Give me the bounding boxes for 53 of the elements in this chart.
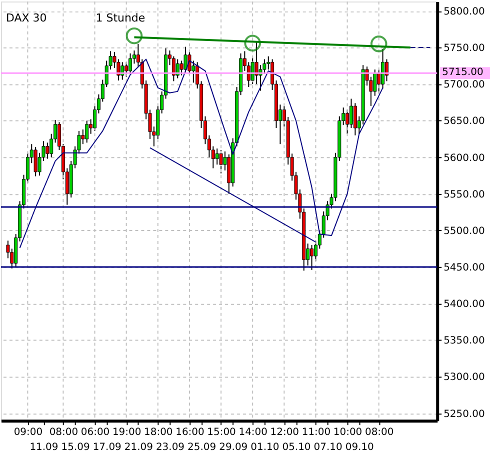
candlestick bbox=[310, 244, 314, 270]
x-tick-label: 15:00 bbox=[207, 427, 236, 438]
x-tick-label: 08:00 bbox=[364, 427, 394, 438]
y-tick-label: 5250.00 bbox=[444, 408, 485, 420]
x-tick-label: 21.09 bbox=[124, 442, 153, 454]
ref-line-label: 5715.00 bbox=[442, 67, 484, 78]
candlestick bbox=[34, 146, 38, 177]
x-tick-label: 18:00 bbox=[144, 427, 173, 438]
y-tick-label: 5500.00 bbox=[444, 226, 485, 237]
x-tick-label: 29.09 bbox=[219, 442, 248, 454]
candlestick bbox=[85, 120, 89, 144]
text: DAX 30 bbox=[6, 11, 47, 24]
x-tick-label: 08:00 bbox=[49, 427, 78, 438]
y-tick-label: 5650.00 bbox=[444, 116, 485, 128]
candlestick bbox=[349, 98, 353, 129]
y-tick-label: 5450.00 bbox=[444, 262, 485, 274]
y-tick-label: 5700.00 bbox=[444, 80, 485, 91]
x-tick-label: 11:00 bbox=[302, 427, 331, 438]
x-tick-label: 11.09 bbox=[30, 442, 58, 454]
candlestick bbox=[124, 62, 128, 78]
candlestick bbox=[184, 46, 188, 73]
candlestick bbox=[46, 142, 50, 160]
y-tick-label: 5600.00 bbox=[444, 152, 485, 164]
candlestick bbox=[346, 109, 350, 134]
y-tick-label: 5750.00 bbox=[444, 43, 485, 54]
x-tick-label: 06:00 bbox=[80, 427, 110, 438]
y-tick-label: 5800.00 bbox=[444, 6, 485, 18]
x-tick-label: 09.10 bbox=[345, 442, 374, 454]
x-tick-label: 25.09 bbox=[188, 442, 216, 454]
annotation: 1 Stunde bbox=[96, 11, 146, 24]
candlestick bbox=[128, 52, 132, 74]
x-tick-label: 14:00 bbox=[238, 427, 268, 438]
y-tick-label: 5300.00 bbox=[444, 372, 485, 384]
x-tick-label: 19:00 bbox=[112, 427, 142, 438]
x-tick-label: 16:00 bbox=[176, 427, 204, 438]
candlestick bbox=[215, 148, 219, 166]
x-tick-label: 05.10 bbox=[282, 442, 311, 454]
x-tick-label: 15.09 bbox=[61, 442, 90, 454]
candlestick bbox=[381, 48, 385, 90]
x-tick-label: 09:00 bbox=[14, 427, 43, 438]
x-tick-label: 23.09 bbox=[156, 442, 185, 454]
candlestick bbox=[353, 102, 357, 136]
candlestick bbox=[172, 56, 176, 82]
candlestick bbox=[246, 62, 250, 88]
x-tick-label: 17.09 bbox=[92, 442, 122, 454]
x-tick-label: 12:00 bbox=[270, 427, 300, 438]
x-tick-label: 01.10 bbox=[250, 442, 280, 454]
candlestick bbox=[219, 149, 223, 174]
x-tick-label: 10:00 bbox=[333, 427, 362, 438]
y-tick-label: 5550.00 bbox=[444, 189, 485, 200]
y-tick-label: 5400.00 bbox=[444, 299, 485, 310]
x-tick-label: 07.10 bbox=[314, 442, 342, 454]
y-tick-label: 5350.00 bbox=[444, 336, 485, 347]
